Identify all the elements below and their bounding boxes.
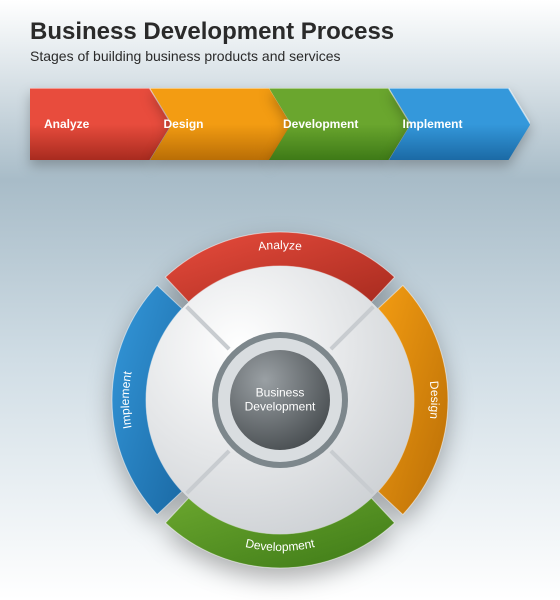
wheel-label-analyze: Analyze [257, 238, 303, 254]
arrow-stage-implement: Implement [389, 88, 531, 160]
wheel-label-design: Design [427, 380, 442, 420]
arrow-label: Analyze [44, 117, 89, 131]
header: Business Development Process Stages of b… [0, 0, 560, 70]
arrow-label: Implement [403, 117, 463, 131]
arrow-label: Design [164, 117, 204, 131]
wheel-center-label: Business Development [245, 386, 316, 415]
wheel-center-line2: Development [245, 400, 316, 414]
page-title: Business Development Process [30, 18, 530, 46]
wheel-center-line1: Business [256, 386, 305, 400]
page-subtitle: Stages of building business products and… [30, 48, 530, 64]
process-arrows: Analyze Design Development Implement [30, 88, 530, 166]
process-wheel: AnalyzeDesignDevelopmentImplement Busine… [110, 230, 450, 570]
arrow-label: Development [283, 117, 358, 131]
